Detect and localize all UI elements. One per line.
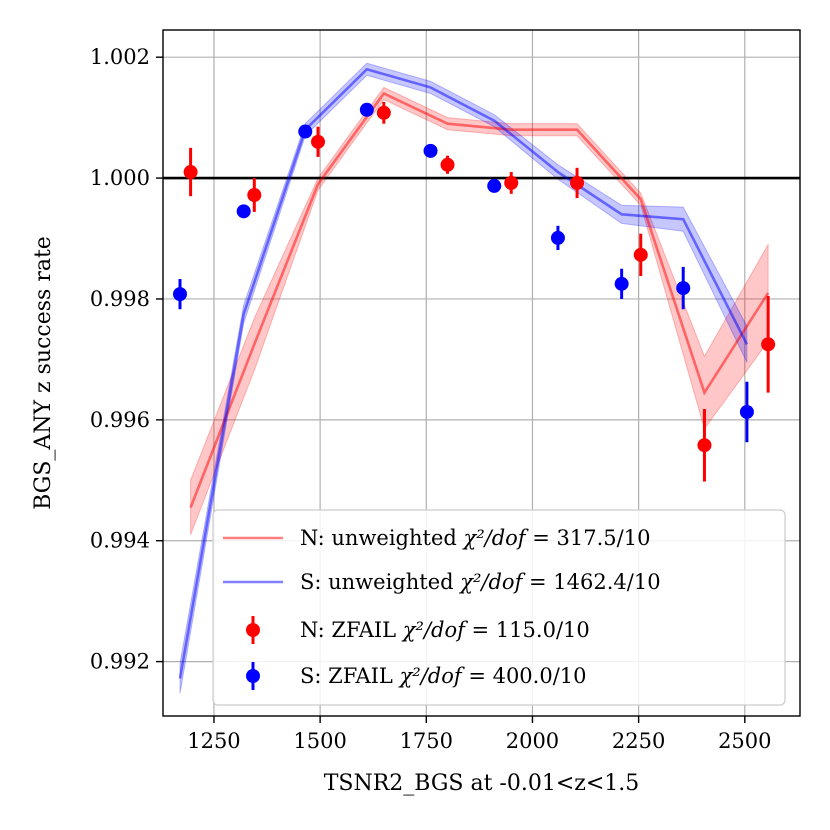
point-s-zfail-7 [614,276,629,291]
legend-label-0: N: unweighted χ²/dof = 317.5/10 [300,526,650,550]
point-n-zfail-2 [311,134,326,149]
point-n-zfail-8 [697,438,712,453]
plot-frame [162,29,801,717]
point-s-zfail-9 [739,404,754,419]
point-s-zfail-5 [487,178,502,193]
axis-ticks: 1250 1500 1750 2000 2250 2500 0.992 0.994 0.996 0… [90,45,772,753]
xtick-label-1500: 1500 [293,729,346,753]
point-n-zfail-7 [633,247,648,262]
point-s-zfail-8 [676,281,691,296]
point-n-zfail-0 [183,165,198,180]
legend-label-value: = 317.5/10 [526,526,651,550]
legend-label-value: = 115.0/10 [465,618,590,642]
xtick-label-2000: 2000 [506,729,559,753]
xtick-label-1250: 1250 [187,729,240,753]
ytick-label-0: 0.992 [90,650,150,674]
legend-label-prefix: S: unweighted [300,570,460,594]
legend-handle-3 [246,669,260,683]
point-s-zfail-0 [172,287,187,302]
ytick-label-5: 1.002 [90,45,150,69]
point-s-zfail-3 [359,102,374,117]
legend-label-formula: χ²/dof [462,526,529,550]
legend-label-formula: χ²/dof [398,664,465,688]
point-n-zfail-4 [440,157,455,172]
x-axis-label: TSNR2_BGS at -0.01<z<1.5 [324,771,640,796]
legend-label-prefix: N: unweighted [300,526,464,550]
legend-box [212,509,786,706]
ytick-label-1: 0.994 [90,529,150,553]
xtick-label-2250: 2250 [612,729,665,753]
legend: N: unweighted χ²/dof = 317.5/10 S: unweig… [212,509,786,706]
point-n-zfail-3 [376,105,391,120]
errorbar-series [172,101,776,482]
point-s-zfail-2 [298,124,313,139]
legend-label-3: S: ZFAIL χ²/dof = 400.0/10 [300,664,587,688]
ytick-label-3: 0.998 [90,287,150,311]
line-n-unweighted [189,91,770,508]
point-n-zfail-5 [504,175,519,190]
ytick-label-2: 0.996 [90,408,150,432]
point-s-zfail-1 [236,204,251,219]
point-n-zfail-9 [761,337,776,352]
legend-label-formula: χ²/dof [458,570,525,594]
legend-label-value: = 1462.4/10 [522,570,660,594]
legend-label-prefix: S: ZFAIL [300,664,400,688]
series-lines [178,67,770,679]
point-s-zfail-6 [550,230,565,245]
legend-label-value: = 400.0/10 [462,664,587,688]
legend-label-1: S: unweighted χ²/dof = 1462.4/10 [300,570,661,594]
legend-label-formula: χ²/dof [401,618,468,642]
line-s-unweighted [178,67,749,679]
ytick-label-4: 1.000 [90,166,150,190]
legend-handle-2 [246,623,260,637]
band-s-unweighted [179,62,748,694]
xtick-label-2500: 2500 [718,729,771,753]
point-n-zfail-6 [570,175,585,190]
point-s-zfail-4 [423,143,438,158]
y-axis-label: BGS_ANY z success rate [31,236,56,510]
xtick-label-1750: 1750 [400,729,453,753]
point-n-zfail-1 [247,188,262,203]
legend-label-2: N: ZFAIL χ²/dof = 115.0/10 [300,618,590,642]
legend-label-prefix: N: ZFAIL [300,618,403,642]
